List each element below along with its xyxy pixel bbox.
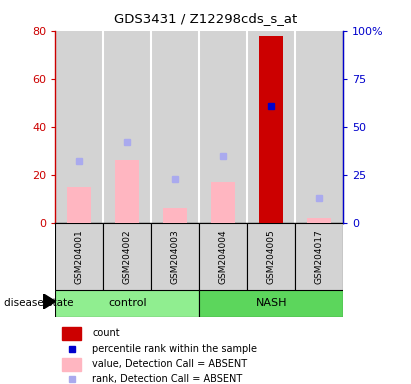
Bar (163, 208, 187, 223)
Text: disease state: disease state (4, 298, 74, 308)
Bar (104, 223, 151, 290)
Bar (199, 31, 247, 223)
Text: rank, Detection Call = ABSENT: rank, Detection Call = ABSENT (92, 374, 242, 384)
Bar (151, 31, 199, 223)
Text: control: control (108, 298, 147, 308)
Text: value, Detection Call = ABSENT: value, Detection Call = ABSENT (92, 359, 247, 369)
Text: count: count (92, 328, 120, 338)
Bar (259, 36, 283, 223)
Bar (307, 218, 331, 223)
Text: GSM204001: GSM204001 (75, 230, 84, 284)
Bar (295, 223, 343, 290)
Bar (55, 31, 104, 223)
Bar (199, 223, 247, 290)
Bar (104, 31, 151, 223)
Bar (62, 358, 81, 371)
Text: GSM204003: GSM204003 (171, 230, 180, 284)
Text: percentile rank within the sample: percentile rank within the sample (92, 344, 257, 354)
Bar (55, 290, 199, 317)
Text: GSM204002: GSM204002 (123, 230, 132, 284)
Text: GSM204004: GSM204004 (219, 230, 228, 284)
Bar (151, 223, 199, 290)
Text: GSM204017: GSM204017 (315, 230, 324, 284)
Text: GSM204005: GSM204005 (267, 230, 276, 284)
Bar (295, 31, 343, 223)
Polygon shape (43, 294, 55, 309)
Bar (67, 187, 91, 223)
Bar (55, 223, 104, 290)
Bar (115, 161, 139, 223)
Bar (199, 290, 343, 317)
Bar (211, 182, 235, 223)
Bar (247, 31, 295, 223)
Text: GDS3431 / Z12298cds_s_at: GDS3431 / Z12298cds_s_at (114, 12, 297, 25)
Bar (247, 223, 295, 290)
Text: NASH: NASH (256, 298, 287, 308)
Bar (62, 326, 81, 339)
